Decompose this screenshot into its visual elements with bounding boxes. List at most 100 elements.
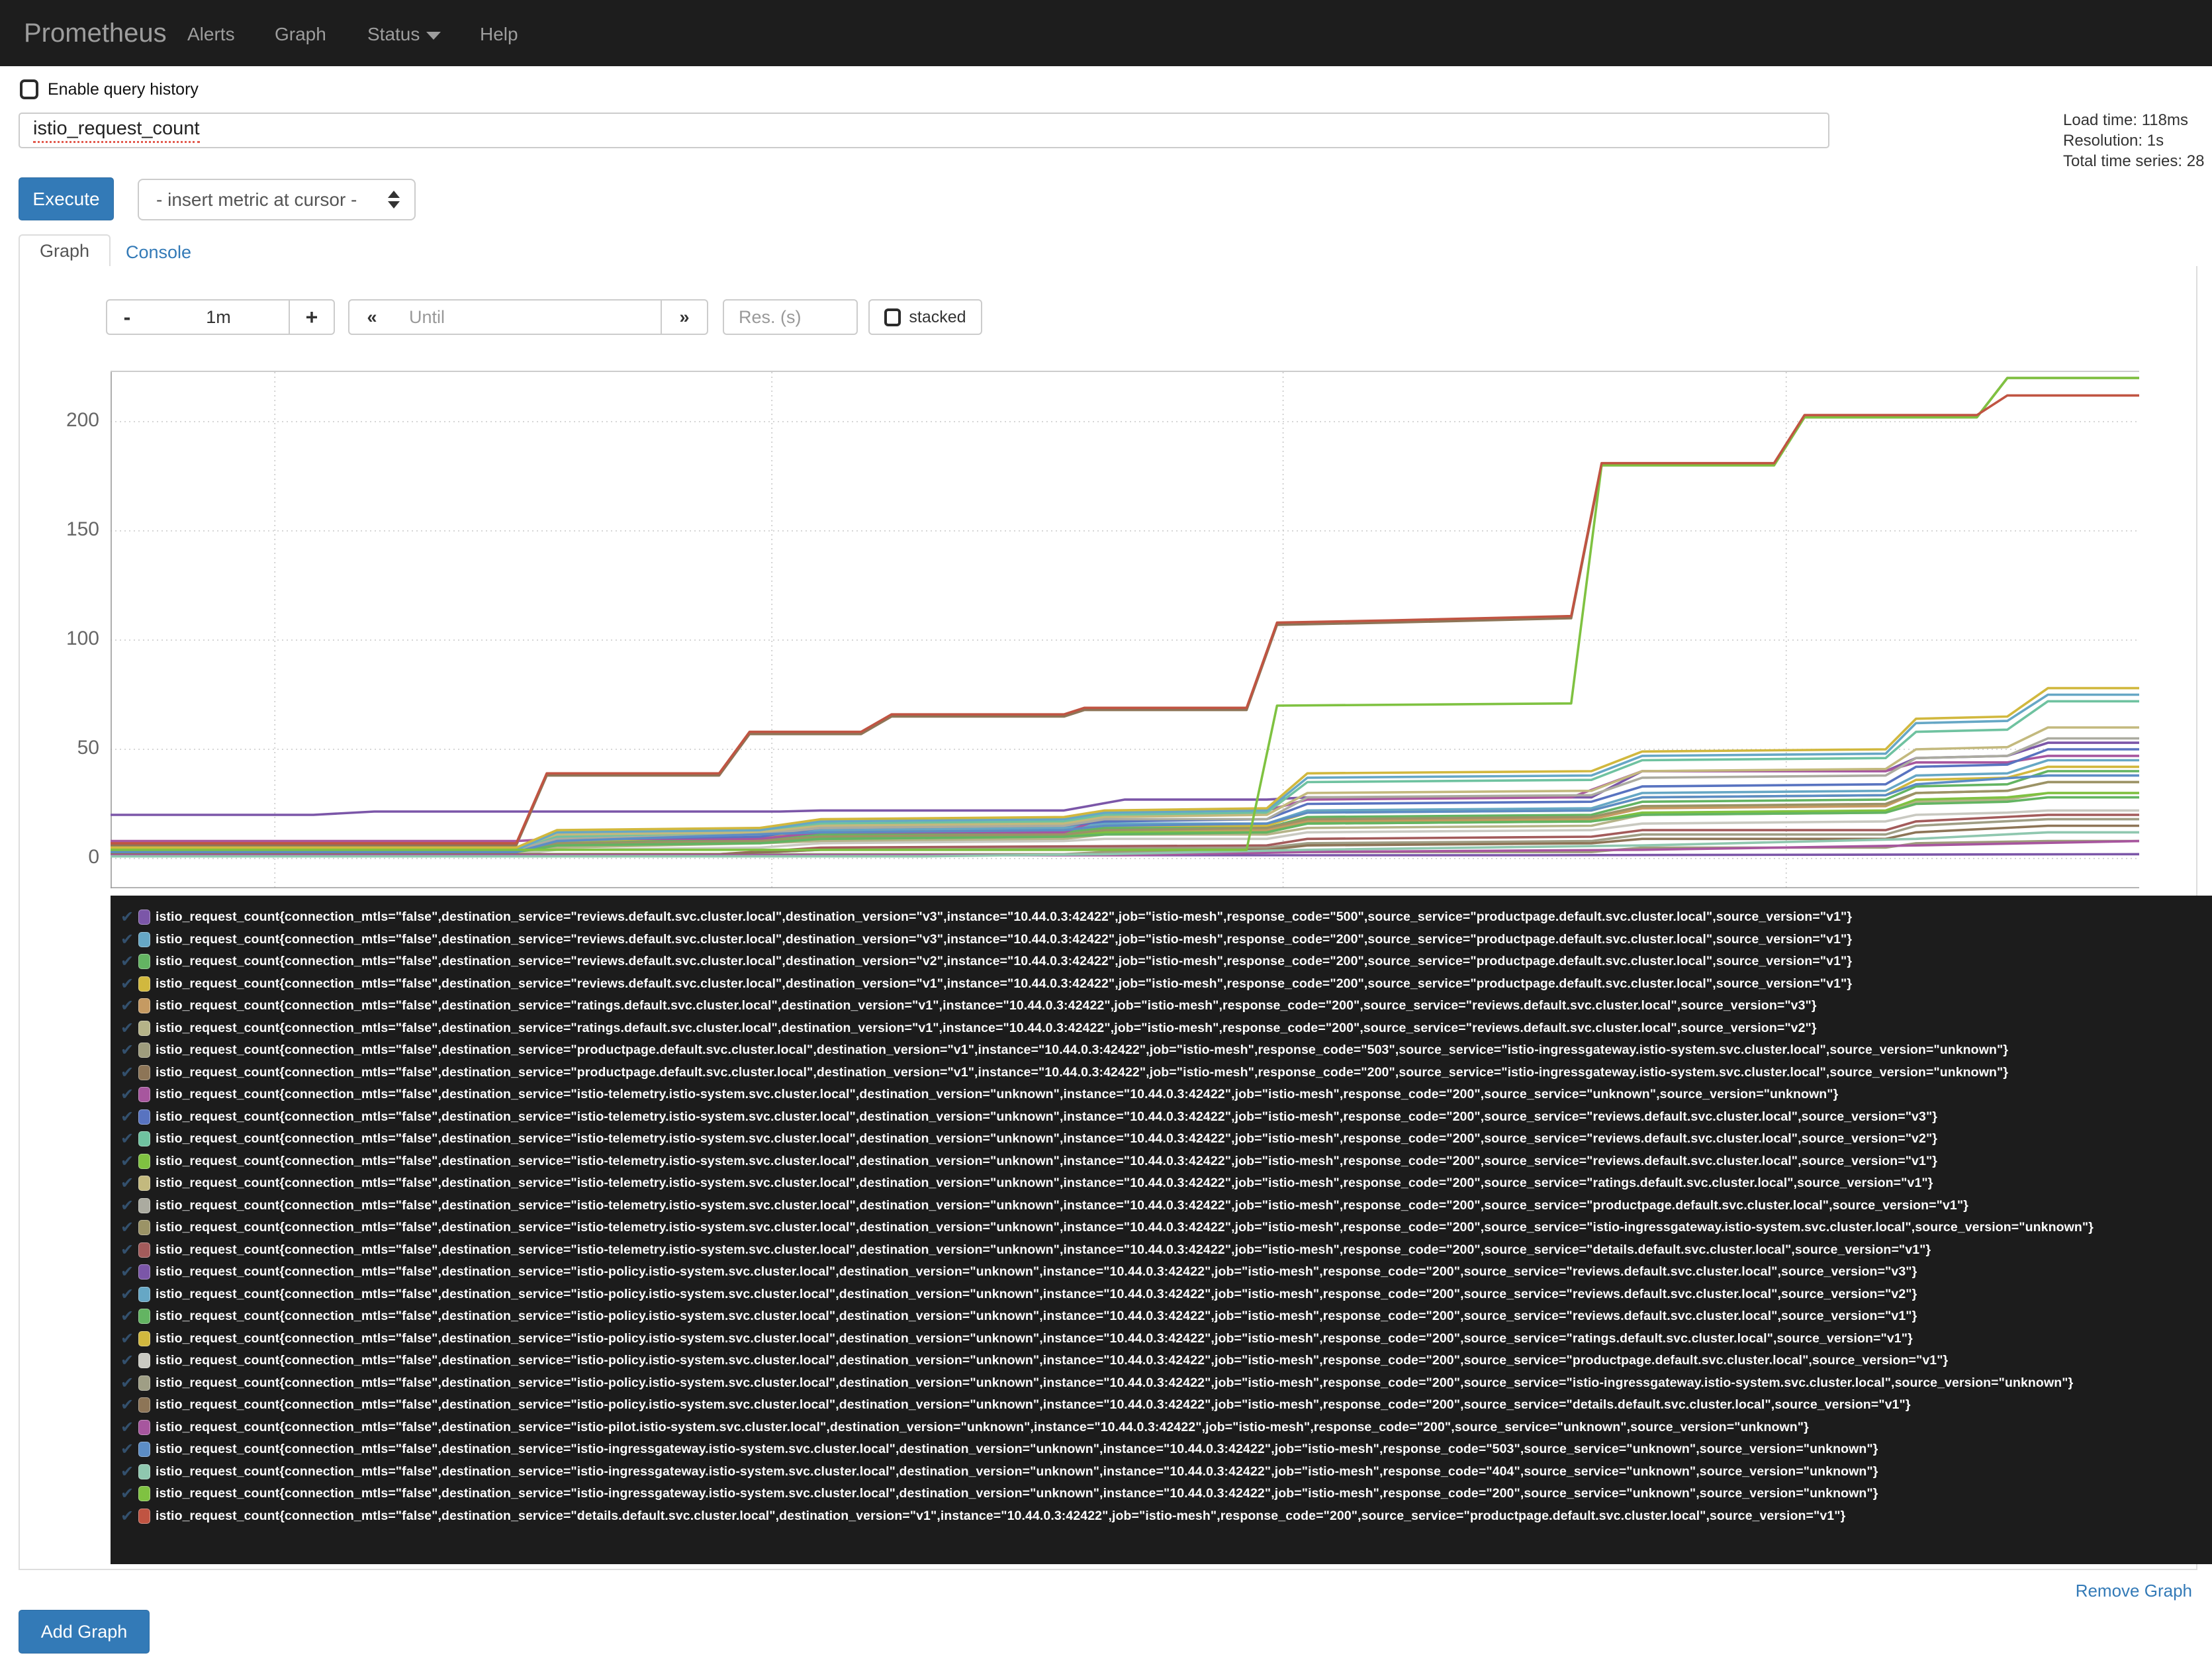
brand-prometheus[interactable]: Prometheus xyxy=(24,19,167,48)
check-icon: ✔ xyxy=(120,1019,134,1037)
execute-button[interactable]: Execute xyxy=(19,177,114,220)
range-input[interactable]: 1m xyxy=(147,299,290,335)
check-icon: ✔ xyxy=(120,930,134,949)
legend-row[interactable]: ✔ istio_request_count{connection_mtls="fa… xyxy=(111,1505,2212,1528)
legend-label: istio_request_count{connection_mtls="fal… xyxy=(156,1087,1839,1102)
stacked-toggle[interactable]: stacked xyxy=(868,299,982,335)
legend-row[interactable]: ✔ istio_request_count{connection_mtls="fa… xyxy=(111,1461,2212,1483)
check-icon: ✔ xyxy=(120,1263,134,1282)
nav-item-help[interactable]: Help xyxy=(480,24,518,44)
legend-label: istio_request_count{connection_mtls="fal… xyxy=(156,1043,2009,1058)
legend-row[interactable]: ✔ istio_request_count{connection_mtls="fa… xyxy=(111,1438,2212,1461)
legend-row[interactable]: ✔ istio_request_count{connection_mtls="fa… xyxy=(111,1084,2212,1106)
legend-row[interactable]: ✔ istio_request_count{connection_mtls="fa… xyxy=(111,995,2212,1017)
legend-row[interactable]: ✔ istio_request_count{connection_mtls="fa… xyxy=(111,1350,2212,1372)
legend-row[interactable]: ✔ istio_request_count{connection_mtls="fa… xyxy=(111,1283,2212,1306)
check-icon: ✔ xyxy=(120,1152,134,1170)
check-icon: ✔ xyxy=(120,1440,134,1459)
legend-swatch xyxy=(138,1176,150,1191)
check-icon: ✔ xyxy=(120,1196,134,1215)
check-icon: ✔ xyxy=(120,1352,134,1370)
legend-swatch xyxy=(138,910,150,925)
tab-console[interactable]: Console xyxy=(126,242,192,262)
chart-series-line xyxy=(111,394,2139,845)
legend-label: istio_request_count{connection_mtls="fal… xyxy=(156,1131,1937,1146)
chevron-down-icon xyxy=(426,31,441,40)
top-navbar: Prometheus Alerts Graph Status Help xyxy=(0,0,2212,66)
range-increase-button[interactable]: + xyxy=(289,299,335,335)
legend-swatch xyxy=(138,1064,150,1080)
nav-item-alerts[interactable]: Alerts xyxy=(187,24,235,44)
legend-swatch xyxy=(138,1131,150,1147)
legend-row[interactable]: ✔ istio_request_count{connection_mtls="fa… xyxy=(111,906,2212,929)
legend-label: istio_request_count{connection_mtls="fal… xyxy=(156,1020,1817,1035)
legend-row[interactable]: ✔ istio_request_count{connection_mtls="fa… xyxy=(111,1217,2212,1239)
chart-series-line xyxy=(111,774,2139,853)
legend-label: istio_request_count{connection_mtls="fal… xyxy=(156,1330,1913,1346)
legend-row[interactable]: ✔ istio_request_count{connection_mtls="fa… xyxy=(111,1483,2212,1505)
legend-row[interactable]: ✔ istio_request_count{connection_mtls="fa… xyxy=(111,1195,2212,1217)
legend-row[interactable]: ✔ istio_request_count{connection_mtls="fa… xyxy=(111,1239,2212,1262)
legend-row[interactable]: ✔ istio_request_count{connection_mtls="fa… xyxy=(111,1372,2212,1395)
legend-row[interactable]: ✔ istio_request_count{connection_mtls="fa… xyxy=(111,1394,2212,1417)
legend-swatch xyxy=(138,1464,150,1479)
chart-series-line xyxy=(111,686,2139,849)
stacked-checkbox[interactable] xyxy=(884,308,901,326)
legend-row[interactable]: ✔ istio_request_count{connection_mtls="fa… xyxy=(111,1128,2212,1150)
chart-series-line xyxy=(111,796,2139,853)
legend-row[interactable]: ✔ istio_request_count{connection_mtls="fa… xyxy=(111,951,2212,973)
query-stats: Load time: 118ms Resolution: 1s Total ti… xyxy=(2063,110,2204,171)
expression-text: istio_request_count xyxy=(33,118,200,143)
check-icon: ✔ xyxy=(120,908,134,927)
select-arrows-icon xyxy=(388,191,400,209)
line-chart[interactable] xyxy=(111,371,2139,888)
legend-row[interactable]: ✔ istio_request_count{connection_mtls="fa… xyxy=(111,973,2212,996)
until-input[interactable]: Until xyxy=(394,299,662,335)
remove-graph-link[interactable]: Remove Graph xyxy=(2075,1581,2192,1601)
legend-swatch xyxy=(138,1197,150,1213)
legend-row[interactable]: ✔ istio_request_count{connection_mtls="fa… xyxy=(111,1417,2212,1439)
legend-row[interactable]: ✔ istio_request_count{connection_mtls="fa… xyxy=(111,929,2212,951)
legend-row[interactable]: ✔ istio_request_count{connection_mtls="fa… xyxy=(111,1305,2212,1328)
legend-label: istio_request_count{connection_mtls="fal… xyxy=(156,1419,1809,1434)
chart-series-line xyxy=(111,377,2139,851)
legend-row[interactable]: ✔ istio_request_count{connection_mtls="fa… xyxy=(111,1062,2212,1084)
legend-label: istio_request_count{connection_mtls="fal… xyxy=(156,998,1817,1013)
legend-label: istio_request_count{connection_mtls="fal… xyxy=(156,910,1853,925)
check-icon: ✔ xyxy=(120,1107,134,1126)
check-icon: ✔ xyxy=(120,1041,134,1060)
resolution-input[interactable]: Res. (s) xyxy=(723,299,858,335)
time-forward-button[interactable]: » xyxy=(661,299,708,335)
chart-series-line xyxy=(111,726,2139,849)
legend-row[interactable]: ✔ istio_request_count{connection_mtls="fa… xyxy=(111,1150,2212,1173)
legend-label: istio_request_count{connection_mtls="fal… xyxy=(156,1486,1878,1501)
check-icon: ✔ xyxy=(120,1418,134,1436)
legend-label: istio_request_count{connection_mtls="fal… xyxy=(156,1153,1937,1168)
total-time-series: Total time series: 28 xyxy=(2063,152,2205,170)
legend-swatch xyxy=(138,1442,150,1458)
check-icon: ✔ xyxy=(120,1174,134,1193)
tab-graph[interactable]: Graph xyxy=(19,234,111,267)
expression-input[interactable]: istio_request_count xyxy=(19,113,1829,148)
range-decrease-button[interactable]: - xyxy=(106,299,148,335)
legend-label: istio_request_count{connection_mtls="fal… xyxy=(156,976,1853,991)
legend-row[interactable]: ✔ istio_request_count{connection_mtls="fa… xyxy=(111,1106,2212,1129)
insert-metric-dropdown[interactable]: - insert metric at cursor - xyxy=(138,179,416,220)
query-history-checkbox[interactable] xyxy=(20,79,38,99)
legend-row[interactable]: ✔ istio_request_count{connection_mtls="fa… xyxy=(111,1261,2212,1283)
legend-row[interactable]: ✔ istio_request_count{connection_mtls="fa… xyxy=(111,1017,2212,1040)
y-axis-tick-label: 100 xyxy=(66,628,99,649)
nav-item-status[interactable]: Status xyxy=(367,24,441,45)
add-graph-button[interactable]: Add Graph xyxy=(19,1610,150,1654)
legend-label: istio_request_count{connection_mtls="fal… xyxy=(156,1442,1878,1457)
legend-swatch xyxy=(138,954,150,970)
nav-item-graph[interactable]: Graph xyxy=(275,24,326,44)
legend-row[interactable]: ✔ istio_request_count{connection_mtls="fa… xyxy=(111,1328,2212,1350)
check-icon: ✔ xyxy=(120,974,134,993)
legend-swatch xyxy=(138,1109,150,1125)
legend-row[interactable]: ✔ istio_request_count{connection_mtls="fa… xyxy=(111,1039,2212,1062)
legend-row[interactable]: ✔ istio_request_count{connection_mtls="fa… xyxy=(111,1172,2212,1195)
legend-label: istio_request_count{connection_mtls="fal… xyxy=(156,931,1853,947)
time-back-button[interactable]: « xyxy=(348,299,396,335)
